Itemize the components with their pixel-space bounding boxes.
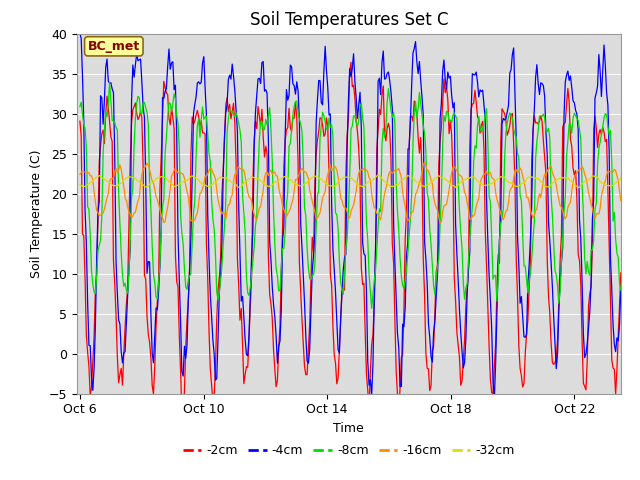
- Y-axis label: Soil Temperature (C): Soil Temperature (C): [30, 149, 43, 278]
- X-axis label: Time: Time: [333, 422, 364, 435]
- Title: Soil Temperatures Set C: Soil Temperatures Set C: [250, 11, 448, 29]
- Text: BC_met: BC_met: [88, 40, 140, 53]
- Legend: -2cm, -4cm, -8cm, -16cm, -32cm: -2cm, -4cm, -8cm, -16cm, -32cm: [178, 440, 520, 462]
